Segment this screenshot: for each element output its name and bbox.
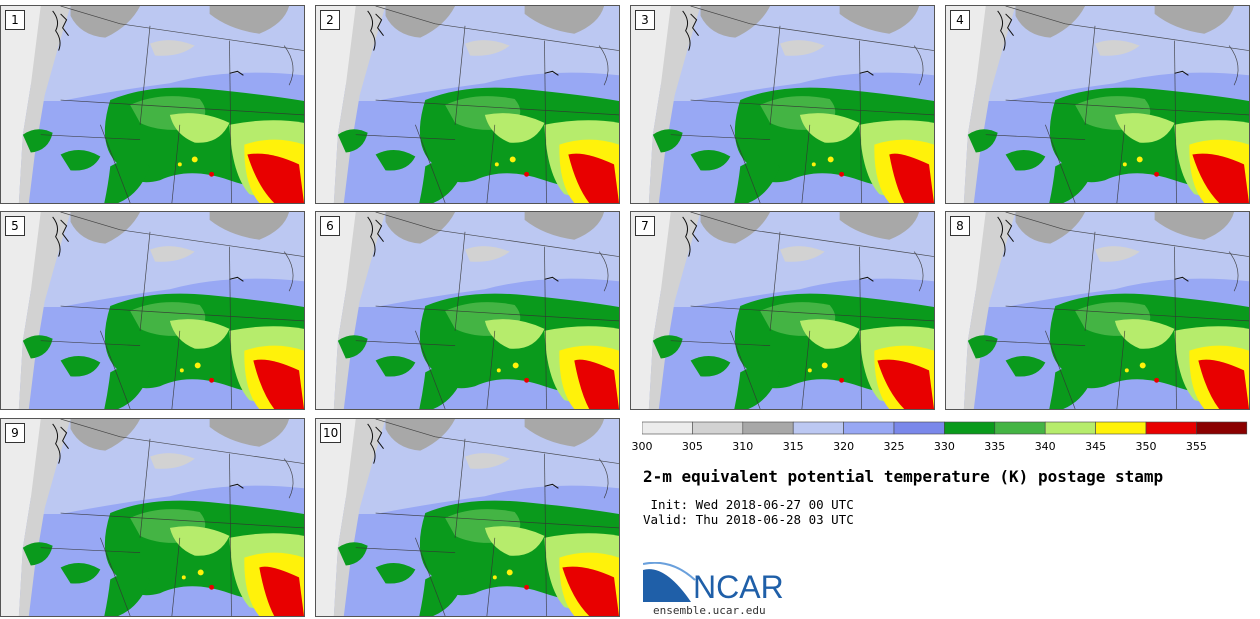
member-number-label: 9 (5, 423, 25, 443)
colorbar-tick-label: 350 (1135, 440, 1157, 453)
colorbar-tick-label: 310 (732, 440, 754, 453)
member-map (946, 6, 1249, 203)
member-map (1, 6, 304, 203)
member-number-label: 10 (320, 423, 342, 443)
member-map (631, 6, 934, 203)
member-number-label: 4 (950, 10, 970, 30)
ncar-logo-text: NCAR (693, 569, 784, 604)
colorbar-tick-label: 315 (782, 440, 804, 453)
colorbar-segment (642, 421, 693, 435)
valid-time: Valid: Thu 2018-06-28 03 UTC (643, 512, 854, 527)
colorbar-segment (1095, 421, 1147, 435)
member-number-label: 3 (635, 10, 655, 30)
colorbar-tick-label: 340 (1034, 440, 1056, 453)
colorbar-segment (1044, 421, 1096, 435)
colorbar-tick-label: 320 (833, 440, 855, 453)
colorbar-tick-label: 300 (631, 440, 653, 453)
colorbar-segment (944, 421, 996, 435)
colorbar-tick-label: 335 (984, 440, 1006, 453)
member-map-panel: 4 (945, 5, 1250, 204)
member-map-panel: 3 (630, 5, 935, 204)
member-map-panel: 5 (0, 211, 305, 410)
colorbar-segment (1196, 421, 1248, 435)
ncar-logo: NCAR (643, 562, 784, 604)
member-number-label: 8 (950, 216, 970, 236)
member-number-label: 7 (635, 216, 655, 236)
colorbar-tick-label: 355 (1185, 440, 1207, 453)
member-map (316, 212, 619, 409)
colorbar-tick-label: 345 (1085, 440, 1107, 453)
colorbar-segment (843, 421, 895, 435)
member-map (1, 419, 304, 616)
colorbar-tick-label: 325 (883, 440, 905, 453)
colorbar-segment (893, 421, 945, 435)
member-map-panel: 1 (0, 5, 305, 204)
colorbar-tick-label: 305 (681, 440, 703, 453)
member-number-label: 1 (5, 10, 25, 30)
colorbar-segment (1145, 421, 1197, 435)
colorbar-segment (994, 421, 1046, 435)
member-map-panel: 2 (315, 5, 620, 204)
colorbar (642, 421, 1248, 435)
member-map-panel: 9 (0, 418, 305, 617)
member-map (316, 419, 619, 616)
colorbar-segment (742, 421, 794, 435)
member-number-label: 2 (320, 10, 340, 30)
plot-title: 2-m equivalent potential temperature (K)… (643, 467, 1164, 486)
member-map-panel: 6 (315, 211, 620, 410)
member-map (1, 212, 304, 409)
colorbar-segment (792, 421, 844, 435)
member-number-label: 6 (320, 216, 340, 236)
init-time: Init: Wed 2018-06-27 00 UTC (643, 497, 854, 512)
member-map (946, 212, 1249, 409)
colorbar-tick-labels: 300 305 310 315 320 325 330 335 340 345 350 355 (632, 440, 1260, 456)
colorbar-tick-label: 330 (933, 440, 955, 453)
member-map (631, 212, 934, 409)
member-map (316, 6, 619, 203)
logo-url[interactable]: ensemble.ucar.edu (653, 604, 766, 617)
ncar-logo-mark (643, 562, 696, 602)
member-number-label: 5 (5, 216, 25, 236)
colorbar-segment (692, 421, 744, 435)
member-map-panel: 10 (315, 418, 620, 617)
member-map-panel: 7 (630, 211, 935, 410)
member-map-panel: 8 (945, 211, 1250, 410)
